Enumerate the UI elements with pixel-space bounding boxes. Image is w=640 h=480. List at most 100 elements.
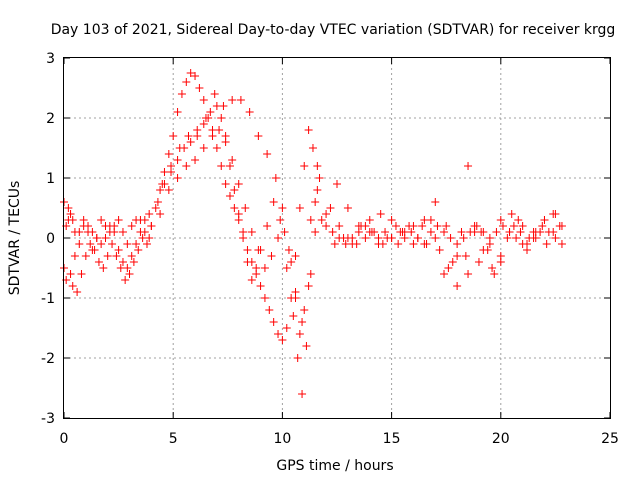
data-point [542, 240, 551, 248]
data-point [147, 222, 156, 230]
data-point [313, 162, 322, 170]
data-point [184, 132, 193, 140]
y-tick-label: -3 [41, 411, 55, 427]
data-point [496, 252, 505, 260]
data-marks [60, 69, 566, 398]
data-point [470, 222, 479, 230]
plot-frame [63, 57, 611, 419]
data-point [269, 318, 278, 326]
data-point [551, 234, 560, 242]
data-point [129, 258, 138, 266]
data-point [199, 96, 208, 104]
y-tick-label: 3 [46, 51, 55, 67]
data-point [326, 204, 335, 212]
data-point [444, 264, 453, 272]
data-point [142, 240, 151, 248]
data-point [453, 282, 462, 290]
data-point [191, 72, 200, 80]
data-point [461, 252, 470, 260]
data-point [302, 342, 311, 350]
data-point [145, 210, 154, 218]
data-point [156, 210, 165, 218]
data-point [118, 228, 127, 236]
data-point [330, 240, 339, 248]
data-point [516, 228, 525, 236]
data-point [267, 252, 276, 260]
data-point [381, 228, 390, 236]
data-point [186, 69, 195, 77]
data-point [335, 222, 344, 230]
data-point [94, 258, 103, 266]
data-point [177, 90, 186, 98]
data-point [274, 330, 283, 338]
data-point [199, 120, 208, 128]
data-point [308, 144, 317, 152]
data-point [75, 240, 84, 248]
data-point [440, 228, 449, 236]
data-point [123, 264, 132, 272]
data-point [164, 186, 173, 194]
data-point [210, 90, 219, 98]
data-point [492, 228, 501, 236]
data-point [287, 258, 296, 266]
data-point [182, 78, 191, 86]
x-tick-label: 10 [273, 431, 291, 447]
data-point [195, 84, 204, 92]
data-point [293, 354, 302, 362]
y-tick-label: 0 [46, 231, 55, 247]
data-point [391, 222, 400, 230]
data-point [315, 174, 324, 182]
x-tick-label: 25 [601, 431, 619, 447]
data-point [169, 132, 178, 140]
data-point [247, 228, 256, 236]
data-point [88, 228, 97, 236]
data-point [153, 198, 162, 206]
data-point [457, 228, 466, 236]
data-point [66, 270, 75, 278]
data-point [66, 210, 75, 218]
data-point [230, 186, 239, 194]
data-point [453, 240, 462, 248]
data-point [280, 228, 289, 236]
data-point [448, 258, 457, 266]
data-point [228, 156, 237, 164]
data-point [81, 252, 90, 260]
data-point [156, 186, 165, 194]
data-point [173, 156, 182, 164]
data-point [278, 204, 287, 212]
data-point [132, 240, 141, 248]
data-point [311, 228, 320, 236]
data-point [241, 204, 250, 212]
data-point [361, 234, 370, 242]
x-tick-label: 15 [383, 431, 401, 447]
data-point [199, 144, 208, 152]
data-point [167, 162, 176, 170]
data-point [110, 228, 119, 236]
data-point [125, 270, 134, 278]
data-point [234, 210, 243, 218]
data-point [555, 222, 564, 230]
data-point [68, 282, 77, 290]
data-point [230, 204, 239, 212]
data-point [90, 246, 99, 254]
data-point [118, 258, 127, 266]
data-point [274, 234, 283, 242]
data-point [256, 282, 265, 290]
data-point [498, 222, 507, 230]
data-point [394, 240, 403, 248]
data-point [245, 108, 254, 116]
data-point [453, 252, 462, 260]
data-point [291, 288, 300, 296]
y-tick-label: -2 [41, 351, 55, 367]
y-axis-title: SDTVAR / TECUs [7, 181, 23, 296]
data-point [477, 228, 486, 236]
data-point [175, 144, 184, 152]
data-point [328, 228, 337, 236]
data-point [420, 216, 429, 224]
data-point [243, 246, 252, 254]
data-point [490, 270, 499, 278]
data-point [151, 204, 160, 212]
data-point [496, 216, 505, 224]
data-point [304, 282, 313, 290]
data-point [136, 228, 145, 236]
